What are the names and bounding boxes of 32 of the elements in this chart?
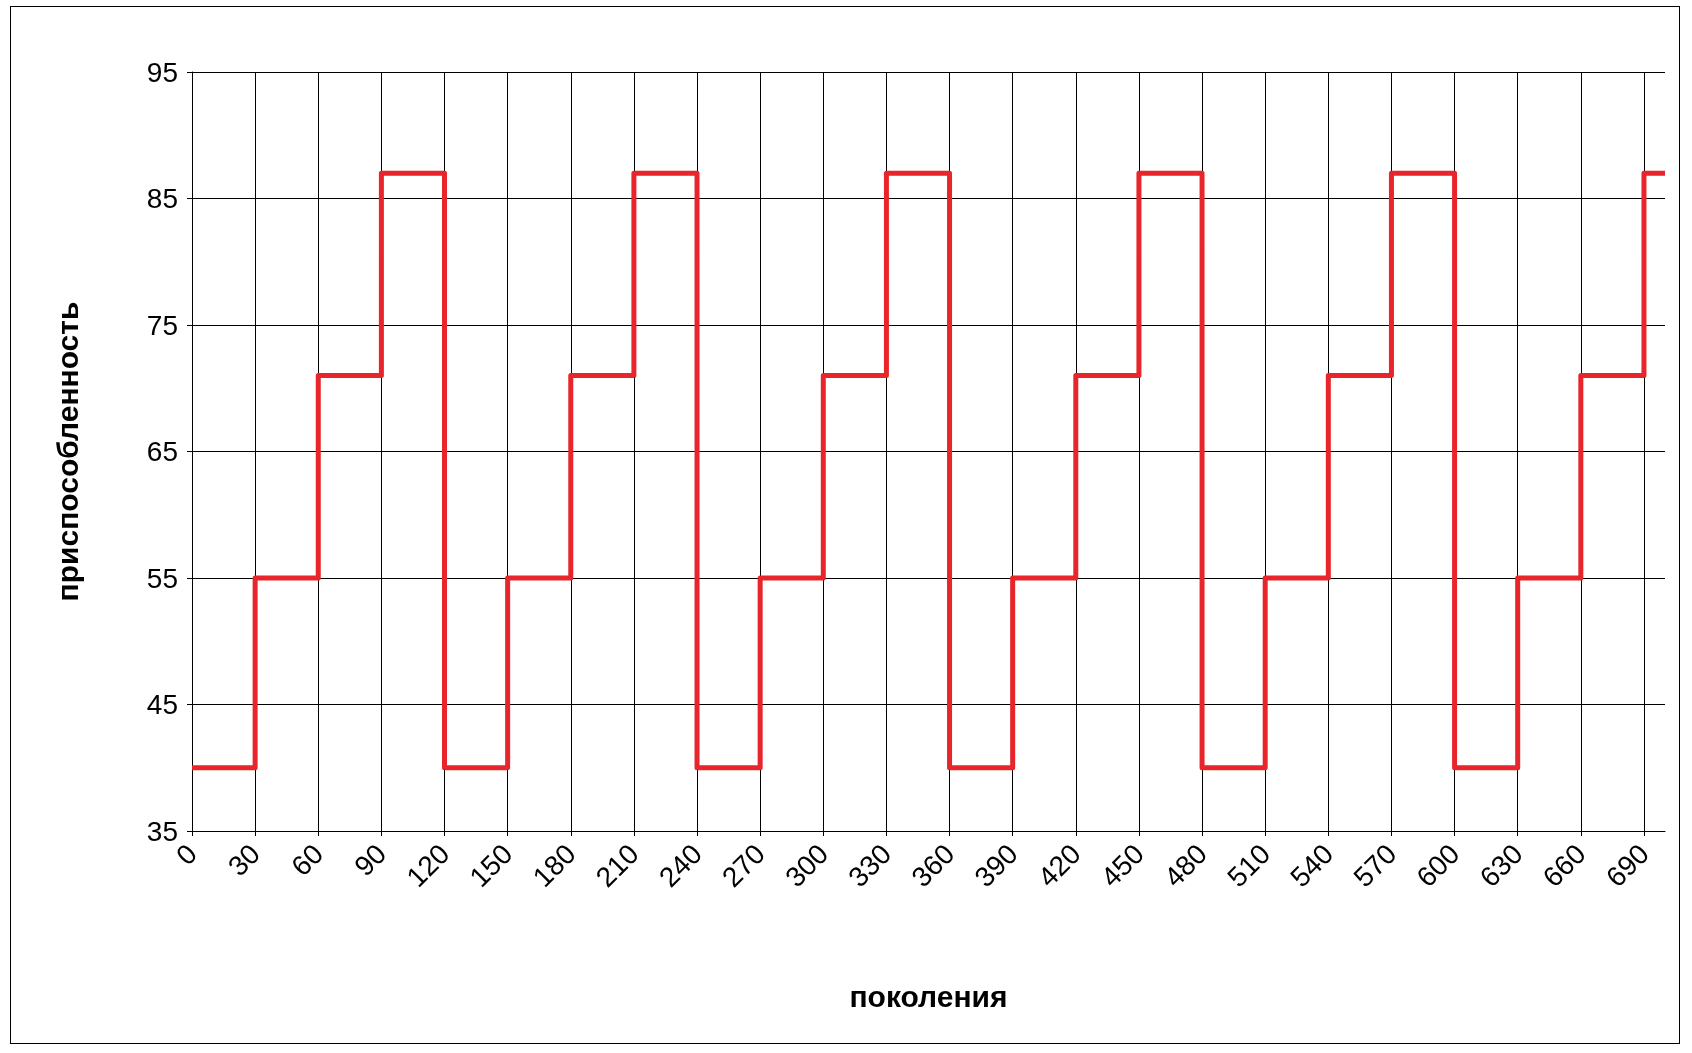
x-tick-label: 210 (589, 838, 645, 893)
x-tick-label: 300 (779, 838, 835, 893)
x-axis-title: поколения (849, 979, 1008, 1013)
x-tick-label: 390 (968, 838, 1024, 893)
x-tick-label: 60 (285, 838, 330, 882)
x-tick-label: 540 (1284, 838, 1340, 893)
x-tick-label: 330 (842, 838, 898, 893)
x-tick-label: 30 (222, 838, 267, 882)
x-tick-label: 150 (463, 838, 519, 893)
x-tick-label: 630 (1473, 838, 1529, 893)
x-tick-label: 120 (400, 838, 456, 893)
x-tick-label: 360 (905, 838, 961, 893)
x-tick-label: 180 (526, 838, 582, 893)
x-tick-label: 240 (653, 838, 708, 893)
y-tick-label: 45 (146, 689, 178, 720)
y-tick-label: 95 (146, 56, 178, 88)
y-tick-label: 65 (146, 436, 178, 467)
x-tick-label: 690 (1599, 838, 1655, 893)
x-tick-label: 450 (1094, 838, 1150, 893)
y-tick-label: 85 (146, 183, 178, 214)
x-tick-label: 270 (716, 838, 772, 893)
x-tick-label: 600 (1410, 838, 1466, 893)
x-tick-label: 90 (348, 838, 393, 882)
y-tick-label: 55 (146, 562, 178, 594)
y-tick-label: 35 (146, 815, 178, 847)
x-tick-label: 480 (1158, 838, 1214, 893)
y-tick-label: 75 (146, 309, 178, 341)
x-tick-label: 570 (1347, 838, 1403, 893)
x-tick-label: 510 (1221, 838, 1277, 893)
y-axis-title: приспособленность (50, 301, 84, 602)
x-tick-label: 660 (1536, 838, 1592, 893)
x-tick-label: 420 (1031, 838, 1087, 893)
